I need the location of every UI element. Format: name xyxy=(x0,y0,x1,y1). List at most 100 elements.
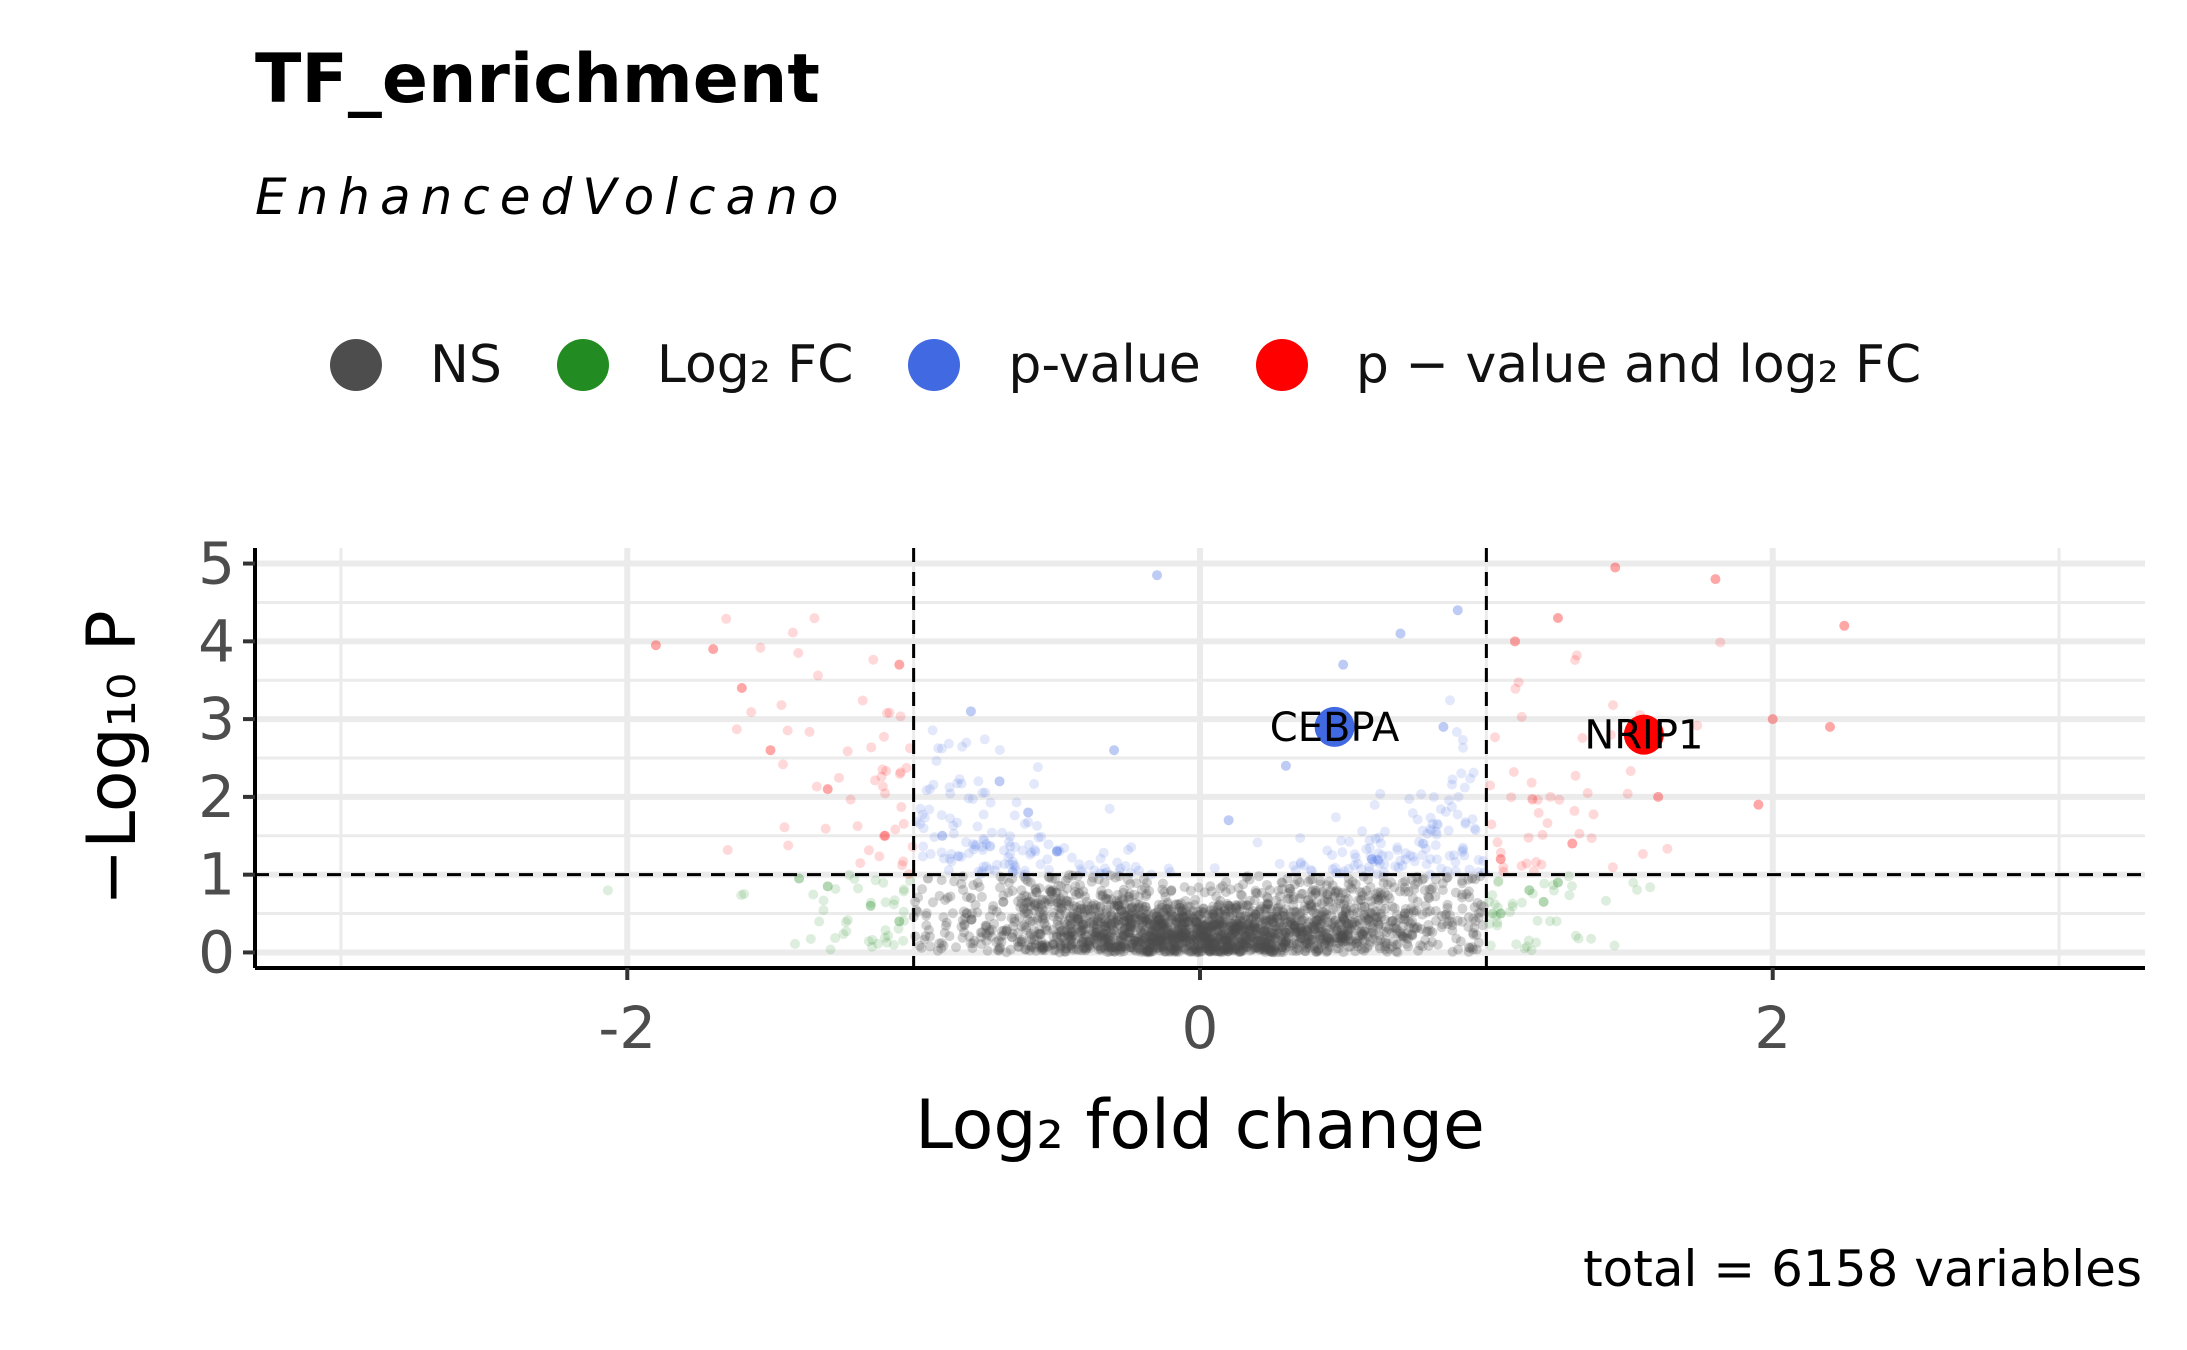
data-point xyxy=(1185,939,1196,950)
data-point xyxy=(968,880,979,891)
data-point xyxy=(1139,946,1150,957)
data-point xyxy=(1264,946,1275,957)
data-point xyxy=(1147,939,1158,950)
data-point xyxy=(1275,899,1286,910)
data-point xyxy=(1158,942,1169,953)
data-point xyxy=(1039,942,1050,953)
data-point xyxy=(1194,932,1205,943)
data-point xyxy=(811,781,822,792)
data-point xyxy=(1270,941,1281,952)
legend: NS Log₂ FC p-value p − value and log₂ FC xyxy=(330,320,1976,410)
data-point xyxy=(1209,911,1220,922)
data-point xyxy=(1055,902,1066,913)
data-point xyxy=(1336,917,1347,928)
data-point xyxy=(1119,916,1130,927)
data-point xyxy=(809,613,820,624)
data-point xyxy=(1300,934,1311,945)
data-point xyxy=(1129,913,1140,924)
data-point xyxy=(998,896,1009,907)
data-point xyxy=(1233,931,1244,942)
data-point xyxy=(1112,940,1123,951)
data-point xyxy=(1115,905,1126,916)
data-point xyxy=(1227,918,1238,929)
data-point xyxy=(1265,914,1276,925)
data-point xyxy=(1485,940,1496,951)
data-point xyxy=(1294,937,1305,948)
data-point xyxy=(1450,887,1461,898)
data-point xyxy=(1230,942,1241,953)
data-point xyxy=(1221,887,1232,898)
data-point xyxy=(1356,902,1367,913)
data-point xyxy=(1571,650,1582,661)
data-point xyxy=(1151,940,1162,951)
data-point xyxy=(1352,907,1363,918)
data-point xyxy=(1545,791,1556,802)
data-point xyxy=(1333,919,1344,930)
data-point xyxy=(1366,908,1377,919)
data-point xyxy=(1174,913,1185,924)
data-point xyxy=(1277,911,1288,922)
data-point xyxy=(1138,874,1149,885)
data-point xyxy=(998,930,1009,941)
data-point xyxy=(1193,919,1204,930)
data-point xyxy=(1344,923,1355,934)
data-point xyxy=(1059,938,1070,949)
data-point xyxy=(946,856,957,867)
data-point xyxy=(1425,869,1436,880)
data-point xyxy=(1400,908,1411,919)
data-point xyxy=(1420,843,1431,854)
data-point xyxy=(1216,947,1227,958)
data-point xyxy=(1192,921,1203,932)
data-point xyxy=(1374,930,1385,941)
data-point xyxy=(1396,928,1407,939)
data-point xyxy=(1077,919,1088,930)
data-point xyxy=(1052,915,1063,926)
data-point xyxy=(1058,926,1069,937)
data-point xyxy=(1130,903,1141,914)
data-point xyxy=(1166,930,1177,941)
data-point xyxy=(1192,923,1203,934)
data-point xyxy=(1115,942,1126,953)
data-point xyxy=(1109,946,1120,957)
data-point xyxy=(1207,938,1218,949)
data-point xyxy=(1243,914,1254,925)
data-point xyxy=(1166,886,1177,897)
data-point xyxy=(1329,891,1340,902)
data-point xyxy=(939,927,950,938)
data-point xyxy=(1165,945,1176,956)
data-point xyxy=(987,904,998,915)
data-point xyxy=(842,746,853,757)
data-point xyxy=(1128,944,1139,955)
data-point xyxy=(1200,939,1211,950)
data-point xyxy=(1392,939,1403,950)
data-point xyxy=(1332,933,1343,944)
data-point xyxy=(968,938,979,949)
data-point xyxy=(1201,926,1212,937)
data-point xyxy=(1180,944,1191,955)
data-point xyxy=(1363,890,1374,901)
data-point xyxy=(1487,908,1498,919)
data-point xyxy=(1286,911,1297,922)
data-point xyxy=(966,914,977,925)
data-point xyxy=(1224,937,1235,948)
data-point xyxy=(1267,917,1278,928)
data-point xyxy=(881,765,892,776)
data-point xyxy=(1452,915,1463,926)
data-point xyxy=(1226,940,1237,951)
data-point xyxy=(1453,791,1464,802)
data-point xyxy=(1112,900,1123,911)
data-point xyxy=(1309,940,1320,951)
data-point xyxy=(1300,945,1311,956)
data-point xyxy=(1363,931,1374,942)
data-point xyxy=(1137,921,1148,932)
data-point xyxy=(1261,939,1272,950)
data-point xyxy=(1310,934,1321,945)
data-point xyxy=(1380,935,1391,946)
data-point xyxy=(1343,931,1354,942)
data-point xyxy=(1431,915,1442,926)
data-point xyxy=(1191,910,1202,921)
chart-title: TF_enrichment xyxy=(255,40,820,119)
data-point xyxy=(1183,917,1194,928)
highlight-label-nrip1: NRIP1 xyxy=(1584,713,1703,759)
data-point xyxy=(1403,941,1414,952)
